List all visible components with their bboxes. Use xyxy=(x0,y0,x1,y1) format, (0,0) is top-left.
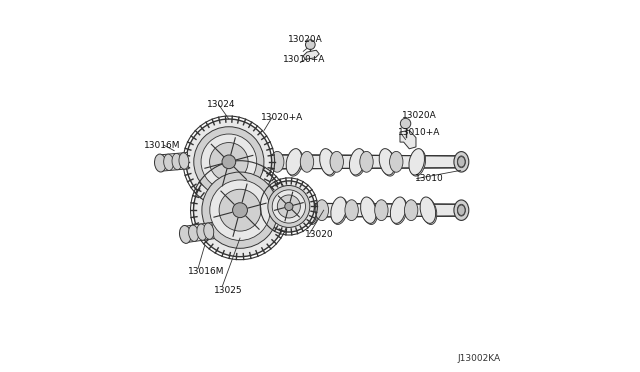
Ellipse shape xyxy=(154,154,166,172)
Polygon shape xyxy=(193,154,461,169)
Ellipse shape xyxy=(164,154,173,170)
Polygon shape xyxy=(193,203,461,218)
Ellipse shape xyxy=(286,149,301,175)
Ellipse shape xyxy=(362,198,377,224)
Ellipse shape xyxy=(285,200,299,221)
Ellipse shape xyxy=(179,225,191,243)
Text: 13020: 13020 xyxy=(305,230,333,239)
Text: 13020+A: 13020+A xyxy=(260,113,303,122)
Ellipse shape xyxy=(197,224,207,240)
Circle shape xyxy=(194,127,264,197)
Ellipse shape xyxy=(300,151,314,172)
Circle shape xyxy=(219,189,261,231)
Polygon shape xyxy=(303,50,319,60)
Circle shape xyxy=(277,195,300,218)
Text: 13024: 13024 xyxy=(207,100,235,109)
Ellipse shape xyxy=(287,150,303,176)
Ellipse shape xyxy=(379,149,395,175)
Circle shape xyxy=(263,181,314,232)
Ellipse shape xyxy=(374,200,388,221)
Circle shape xyxy=(202,172,278,248)
Circle shape xyxy=(210,180,270,240)
Circle shape xyxy=(401,118,411,129)
Polygon shape xyxy=(159,153,189,171)
Circle shape xyxy=(222,155,236,169)
Ellipse shape xyxy=(345,200,358,221)
Ellipse shape xyxy=(409,149,424,175)
Polygon shape xyxy=(184,222,214,243)
Text: 13020A: 13020A xyxy=(402,111,436,120)
Ellipse shape xyxy=(189,225,198,241)
Ellipse shape xyxy=(331,197,346,223)
Ellipse shape xyxy=(380,150,396,176)
Ellipse shape xyxy=(271,197,287,223)
Circle shape xyxy=(268,186,310,227)
Polygon shape xyxy=(400,130,416,149)
Ellipse shape xyxy=(204,223,214,239)
Ellipse shape xyxy=(390,151,403,172)
Ellipse shape xyxy=(349,149,365,175)
Ellipse shape xyxy=(351,150,366,176)
Ellipse shape xyxy=(360,197,376,223)
Ellipse shape xyxy=(360,151,373,172)
Ellipse shape xyxy=(315,200,328,221)
Ellipse shape xyxy=(254,150,269,176)
Circle shape xyxy=(210,142,248,181)
Ellipse shape xyxy=(420,197,436,223)
Circle shape xyxy=(232,203,248,218)
Ellipse shape xyxy=(330,151,344,172)
Circle shape xyxy=(285,202,293,211)
Ellipse shape xyxy=(390,197,406,223)
Text: 13010+A: 13010+A xyxy=(283,55,325,64)
Circle shape xyxy=(201,134,257,190)
Ellipse shape xyxy=(392,198,407,224)
Ellipse shape xyxy=(302,198,317,224)
Ellipse shape xyxy=(454,200,468,220)
Ellipse shape xyxy=(172,153,182,170)
Ellipse shape xyxy=(319,149,335,175)
Text: 13025: 13025 xyxy=(214,286,243,295)
Ellipse shape xyxy=(179,153,189,169)
Text: 13010+A: 13010+A xyxy=(398,128,440,137)
Text: J13002KA: J13002KA xyxy=(458,354,500,363)
Circle shape xyxy=(272,190,305,223)
Ellipse shape xyxy=(332,198,348,224)
Ellipse shape xyxy=(321,150,337,176)
Circle shape xyxy=(193,164,287,257)
Ellipse shape xyxy=(458,157,465,167)
Ellipse shape xyxy=(255,200,269,221)
Circle shape xyxy=(305,40,315,49)
Circle shape xyxy=(186,119,271,205)
Ellipse shape xyxy=(421,198,436,224)
Ellipse shape xyxy=(458,205,465,215)
Ellipse shape xyxy=(457,204,465,216)
Ellipse shape xyxy=(273,198,288,224)
Ellipse shape xyxy=(410,150,426,176)
Ellipse shape xyxy=(253,149,268,175)
Ellipse shape xyxy=(271,151,284,172)
Ellipse shape xyxy=(404,200,418,221)
Text: 13016M: 13016M xyxy=(188,267,225,276)
Ellipse shape xyxy=(454,152,468,172)
Ellipse shape xyxy=(301,197,317,223)
Ellipse shape xyxy=(457,156,465,168)
Text: 13010: 13010 xyxy=(415,174,444,183)
Ellipse shape xyxy=(241,151,254,172)
Text: 13020A: 13020A xyxy=(289,35,323,44)
Text: 13016M: 13016M xyxy=(145,141,181,150)
